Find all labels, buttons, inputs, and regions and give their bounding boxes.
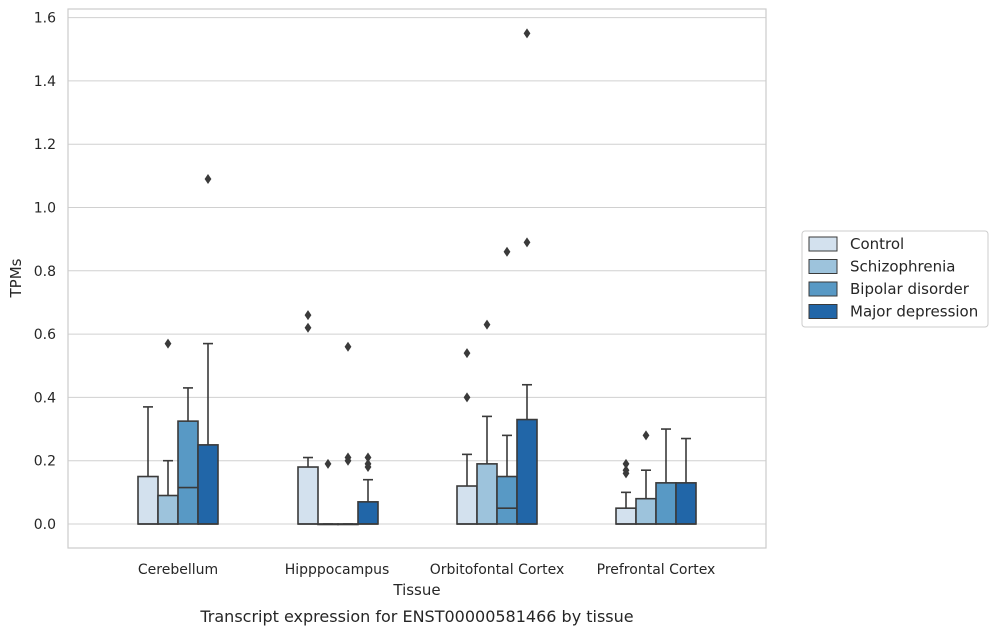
outlier-point <box>364 452 372 463</box>
box-rect <box>137 475 159 525</box>
legend-label: Major depression <box>850 303 978 321</box>
x-tick-labels: Cerebellum Hipppocampus Orbitofontal Corte… <box>138 562 715 578</box>
outlier-point <box>344 452 352 463</box>
box-3-1 <box>635 430 657 525</box>
box-2-2 <box>496 246 518 525</box>
legend-label: Control <box>850 235 904 253</box>
y-tick-label: 0.6 <box>34 327 56 343</box>
y-tick-label: 0.2 <box>34 454 56 470</box>
outlier-point <box>304 310 312 321</box>
box-2-3 <box>516 28 538 525</box>
outlier-point <box>344 341 352 352</box>
outlier-point <box>483 319 491 330</box>
box-0-3 <box>197 174 219 525</box>
boxes-layer <box>137 28 697 526</box>
box-1-1 <box>317 458 339 526</box>
box-1-2 <box>337 341 359 526</box>
outlier-point <box>463 392 471 403</box>
box-0-0 <box>137 406 159 525</box>
y-tick-label: 0.8 <box>34 264 56 280</box>
box-3-3 <box>675 437 697 525</box>
y-tick-label: 0.0 <box>34 517 56 533</box>
box-rect <box>476 463 498 525</box>
box-rect <box>177 420 199 525</box>
y-tick-label: 1.2 <box>34 137 56 153</box>
y-tick-label: 0.4 <box>34 390 56 406</box>
outlier-point <box>364 458 372 469</box>
legend-swatch <box>808 236 838 252</box>
box-1-0 <box>297 310 319 525</box>
box-2-1 <box>476 319 498 525</box>
x-tick-label: Cerebellum <box>138 562 218 578</box>
outlier-point <box>463 348 471 359</box>
box-rect <box>297 466 319 525</box>
outlier-point <box>204 174 212 185</box>
outlier-point <box>164 338 172 349</box>
legend-label: Bipolar disorder <box>850 280 970 298</box>
outlier-point <box>503 246 511 257</box>
box-rect <box>675 482 697 525</box>
box-rect <box>635 497 657 525</box>
box-1-3 <box>357 452 379 525</box>
grid-layer <box>68 17 766 525</box>
outlier-point <box>523 28 531 39</box>
outlier-point <box>642 430 650 441</box>
legend-swatch <box>808 304 838 319</box>
box-0-2 <box>177 387 199 525</box>
y-tick-label: 1.0 <box>34 201 56 217</box>
box-2-0 <box>456 348 478 525</box>
chart-caption: Transcript expression for ENST0000058146… <box>199 607 633 626</box>
outlier-point <box>622 465 630 476</box>
legend-frame <box>801 230 989 328</box>
box-rect <box>456 485 478 525</box>
box-3-0 <box>615 458 637 525</box>
outlier-point <box>523 237 531 248</box>
y-tick-label: 1.4 <box>34 74 56 90</box>
box-rect <box>357 501 379 525</box>
legend-swatch <box>808 259 838 274</box>
legend-label: Schizophrenia <box>850 258 955 276</box>
legend-items: Control Schizophrenia Bipolar disorder Majo… <box>808 235 978 321</box>
box-0-1 <box>157 338 179 525</box>
plot-frame <box>67 8 767 549</box>
box-rect <box>197 444 219 525</box>
x-tick-label: Prefrontal Cortex <box>597 562 716 578</box>
x-axis-label: Tissue <box>392 581 440 599</box>
x-tick-label: Hipppocampus <box>285 562 390 578</box>
y-tick-label: 1.6 <box>34 11 56 27</box>
box-3-2 <box>655 428 677 525</box>
y-axis-label: TPMs <box>7 258 25 298</box>
x-tick-label: Orbitofontal Cortex <box>430 562 565 578</box>
y-tick-labels: 0.0 0.2 0.4 0.6 0.8 1.0 1.2 1.4 1.6 <box>34 11 56 533</box>
outlier-point <box>622 458 630 469</box>
box-rect <box>157 494 179 525</box>
legend-swatch <box>808 281 838 297</box>
box-rect <box>615 507 637 525</box>
outlier-point <box>324 458 332 469</box>
box-rect <box>655 482 677 525</box>
box-rect <box>516 418 538 525</box>
outlier-point <box>304 322 312 333</box>
legend: Control Schizophrenia Bipolar disorder Majo… <box>801 230 989 328</box>
box-rect <box>496 475 518 525</box>
